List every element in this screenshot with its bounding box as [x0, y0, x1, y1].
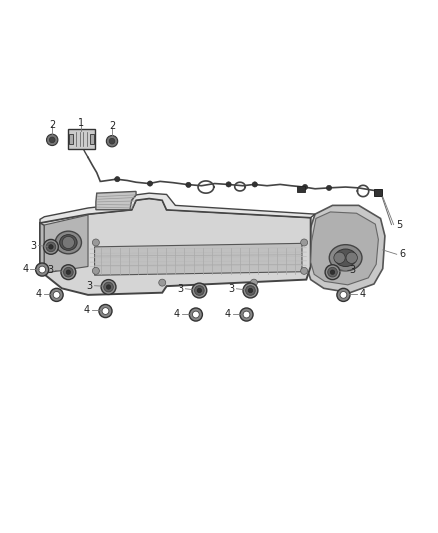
Circle shape — [46, 242, 56, 252]
Text: 4: 4 — [225, 309, 231, 319]
Circle shape — [243, 283, 258, 298]
FancyBboxPatch shape — [89, 134, 94, 144]
Circle shape — [102, 308, 109, 314]
Circle shape — [92, 239, 99, 246]
Circle shape — [337, 288, 350, 302]
Circle shape — [246, 286, 255, 295]
Circle shape — [192, 311, 199, 318]
Circle shape — [61, 265, 76, 280]
Text: 3: 3 — [86, 281, 92, 290]
Text: 2: 2 — [109, 121, 115, 131]
Circle shape — [109, 139, 115, 144]
Circle shape — [328, 268, 337, 277]
Circle shape — [53, 292, 60, 298]
Text: 2: 2 — [49, 119, 55, 130]
FancyBboxPatch shape — [68, 130, 95, 149]
Polygon shape — [306, 205, 385, 293]
Circle shape — [248, 288, 253, 293]
Circle shape — [50, 288, 63, 302]
Text: 3: 3 — [349, 265, 355, 276]
Polygon shape — [95, 244, 302, 275]
Circle shape — [240, 308, 253, 321]
Circle shape — [346, 252, 357, 263]
Polygon shape — [40, 223, 44, 273]
Circle shape — [326, 185, 332, 190]
Text: 4: 4 — [360, 289, 366, 299]
Ellipse shape — [329, 245, 362, 271]
Circle shape — [192, 283, 207, 298]
Circle shape — [334, 252, 345, 263]
Text: 4: 4 — [36, 289, 42, 299]
Circle shape — [43, 239, 58, 254]
Circle shape — [197, 288, 201, 293]
Polygon shape — [40, 198, 311, 295]
Circle shape — [101, 280, 116, 294]
Text: 3: 3 — [30, 240, 36, 251]
Text: 1: 1 — [78, 118, 85, 128]
Polygon shape — [40, 193, 315, 223]
Circle shape — [226, 182, 231, 187]
Circle shape — [62, 236, 74, 248]
Text: 3: 3 — [228, 284, 234, 294]
Ellipse shape — [60, 235, 77, 251]
Circle shape — [64, 268, 73, 277]
Circle shape — [104, 282, 113, 292]
Circle shape — [66, 270, 71, 274]
FancyBboxPatch shape — [69, 134, 74, 144]
Circle shape — [49, 245, 53, 249]
Text: 6: 6 — [399, 249, 405, 259]
Circle shape — [148, 181, 152, 186]
Circle shape — [46, 134, 58, 146]
Circle shape — [325, 265, 340, 280]
Polygon shape — [311, 212, 378, 285]
Circle shape — [99, 304, 112, 318]
Circle shape — [106, 285, 111, 289]
FancyBboxPatch shape — [374, 189, 382, 196]
Polygon shape — [44, 215, 88, 273]
Polygon shape — [96, 191, 136, 210]
Circle shape — [115, 176, 120, 182]
Circle shape — [194, 286, 204, 295]
Circle shape — [49, 137, 55, 143]
Circle shape — [106, 135, 118, 147]
Circle shape — [300, 268, 307, 274]
Text: 4: 4 — [84, 305, 90, 315]
Ellipse shape — [335, 249, 357, 266]
Circle shape — [251, 279, 258, 286]
Circle shape — [39, 266, 46, 273]
Circle shape — [186, 182, 191, 188]
Circle shape — [302, 184, 307, 190]
Circle shape — [92, 268, 99, 274]
Circle shape — [159, 279, 166, 286]
Circle shape — [243, 311, 250, 318]
Circle shape — [189, 308, 202, 321]
Text: 4: 4 — [22, 264, 28, 273]
Circle shape — [300, 239, 307, 246]
Text: 4: 4 — [174, 309, 180, 319]
Text: 3: 3 — [177, 284, 183, 294]
Circle shape — [330, 270, 335, 274]
Circle shape — [340, 292, 347, 298]
Text: 5: 5 — [396, 220, 402, 230]
Circle shape — [35, 263, 49, 276]
Ellipse shape — [55, 231, 81, 254]
Text: 3: 3 — [47, 265, 53, 276]
FancyBboxPatch shape — [297, 185, 304, 192]
Circle shape — [252, 182, 258, 187]
